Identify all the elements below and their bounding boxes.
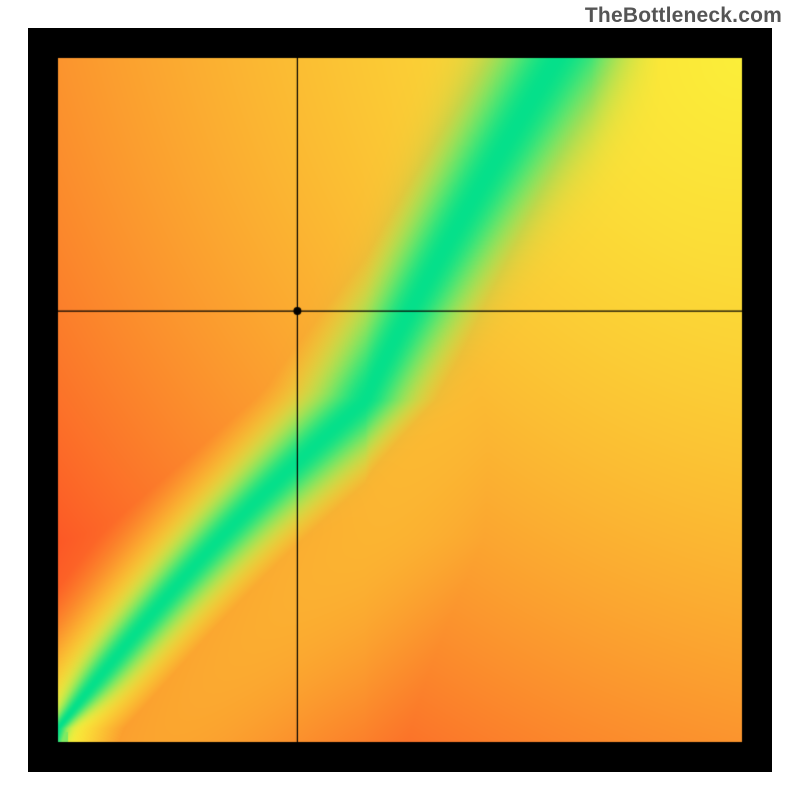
watermark-text: TheBottleneck.com [585, 4, 782, 28]
chart-area [28, 28, 772, 772]
heatmap-canvas [28, 28, 772, 772]
root-container: TheBottleneck.com [0, 0, 800, 800]
